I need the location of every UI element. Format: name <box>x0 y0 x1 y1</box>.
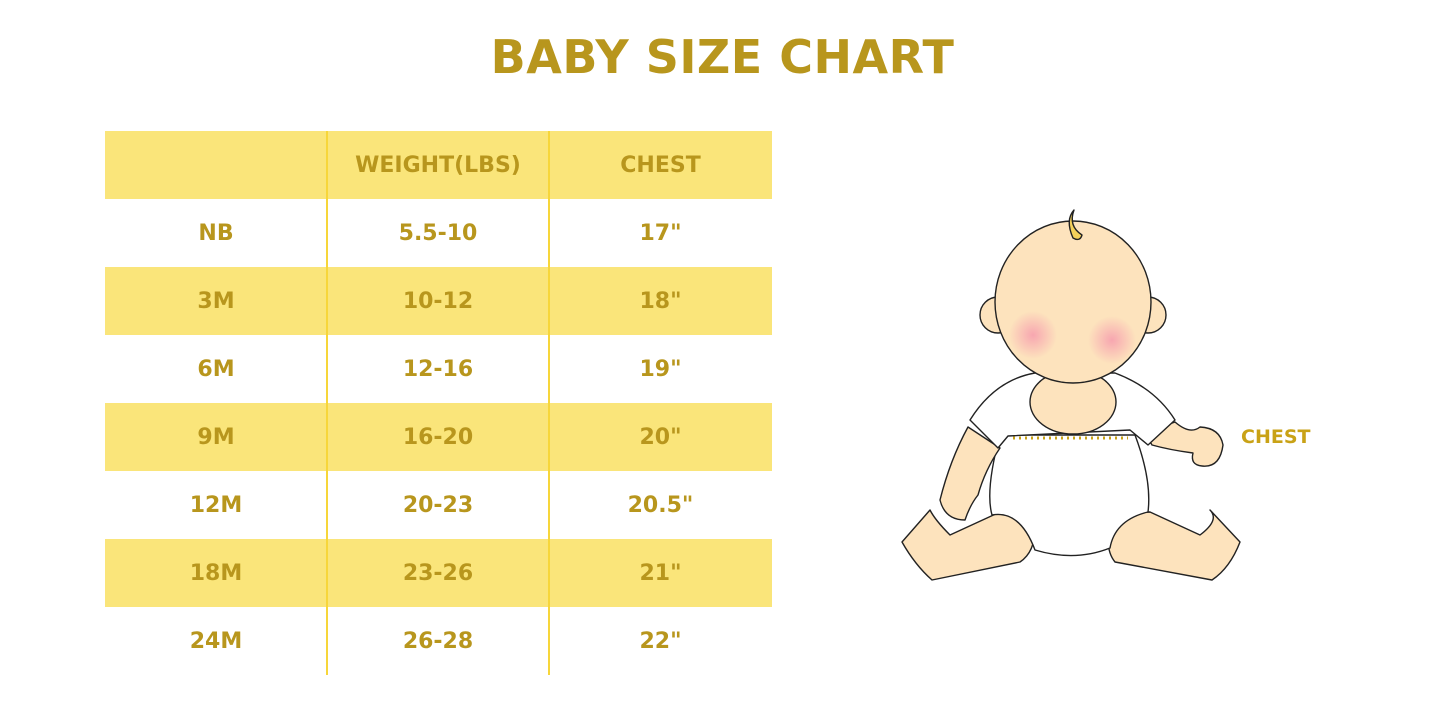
baby-illustration-icon <box>901 209 1241 581</box>
weight-cell: 20-23 <box>402 492 474 518</box>
column-divider <box>326 131 328 675</box>
weight-cell: 5.5-10 <box>398 220 478 246</box>
weight-cell: 10-12 <box>402 288 474 314</box>
chest-cell: 20" <box>639 424 682 450</box>
weight-cell: 16-20 <box>402 424 474 450</box>
chest-cell: 18" <box>639 288 682 314</box>
table-row: 9M 16-20 20" <box>105 403 772 471</box>
size-cell: 24M <box>189 628 243 654</box>
chest-cell: 20.5" <box>627 492 694 518</box>
size-cell: 18M <box>189 560 243 586</box>
table-row: 3M 10-12 18" <box>105 267 772 335</box>
chest-cell: 21" <box>639 560 682 586</box>
table-header-row: WEIGHT(LBS) CHEST <box>105 131 772 199</box>
chest-cell: 22" <box>639 628 682 654</box>
page-title: BABY SIZE CHART <box>490 30 955 84</box>
table-row: NB 5.5-10 17" <box>105 199 772 267</box>
table-row: 18M 23-26 21" <box>105 539 772 607</box>
header-size <box>105 131 327 199</box>
weight-cell: 23-26 <box>402 560 474 586</box>
size-table: WEIGHT(LBS) CHEST NB 5.5-10 17" 3M 10-12… <box>105 131 772 675</box>
size-cell: 9M <box>197 424 235 450</box>
weight-cell: 26-28 <box>402 628 474 654</box>
header-weight: WEIGHT(LBS) <box>355 152 521 178</box>
weight-cell: 12-16 <box>402 356 474 382</box>
table-row: 12M 20-23 20.5" <box>105 471 772 539</box>
table-row: 6M 12-16 19" <box>105 335 772 403</box>
header-chest: CHEST <box>620 152 701 178</box>
chest-label: CHEST <box>1241 426 1311 448</box>
chest-cell: 19" <box>639 356 682 382</box>
column-divider <box>548 131 550 675</box>
size-cell: 3M <box>197 288 235 314</box>
size-cell: 12M <box>189 492 243 518</box>
size-cell: 6M <box>197 356 235 382</box>
size-cell: NB <box>198 220 234 246</box>
chest-cell: 17" <box>639 220 682 246</box>
table-row: 24M 26-28 22" <box>105 607 772 675</box>
